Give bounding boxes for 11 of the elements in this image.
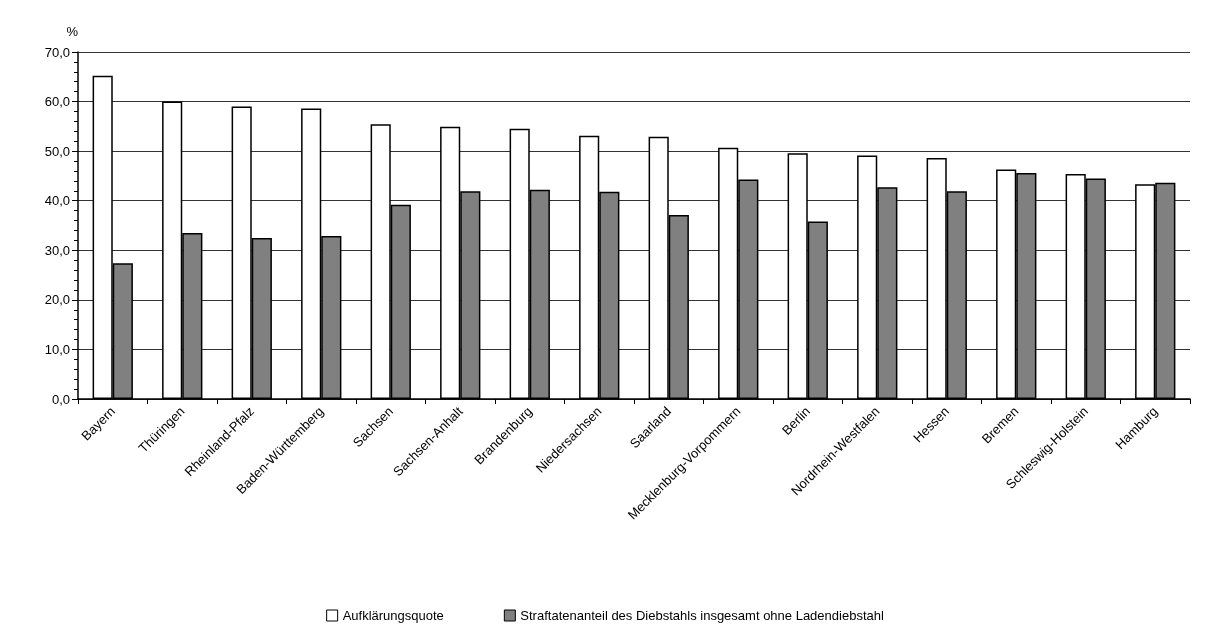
legend-label: Straftatenanteil des Diebstahls insgesamt ohne Ladendiebstahl xyxy=(520,608,884,623)
y-tick-label: 20,0 xyxy=(44,292,70,308)
y-tick-label: 70,0 xyxy=(44,44,70,60)
y-tick-label: 0,0 xyxy=(51,391,70,407)
y-tick-label: 60,0 xyxy=(44,94,70,110)
y-tick-label: 10,0 xyxy=(44,341,70,357)
y-tick-label: 30,0 xyxy=(44,242,70,258)
y-tick-label: 50,0 xyxy=(44,143,70,159)
legend-label: Aufklärungsquote xyxy=(342,608,444,623)
y-axis-title: % xyxy=(66,24,79,39)
y-tick-label: 40,0 xyxy=(44,193,70,209)
